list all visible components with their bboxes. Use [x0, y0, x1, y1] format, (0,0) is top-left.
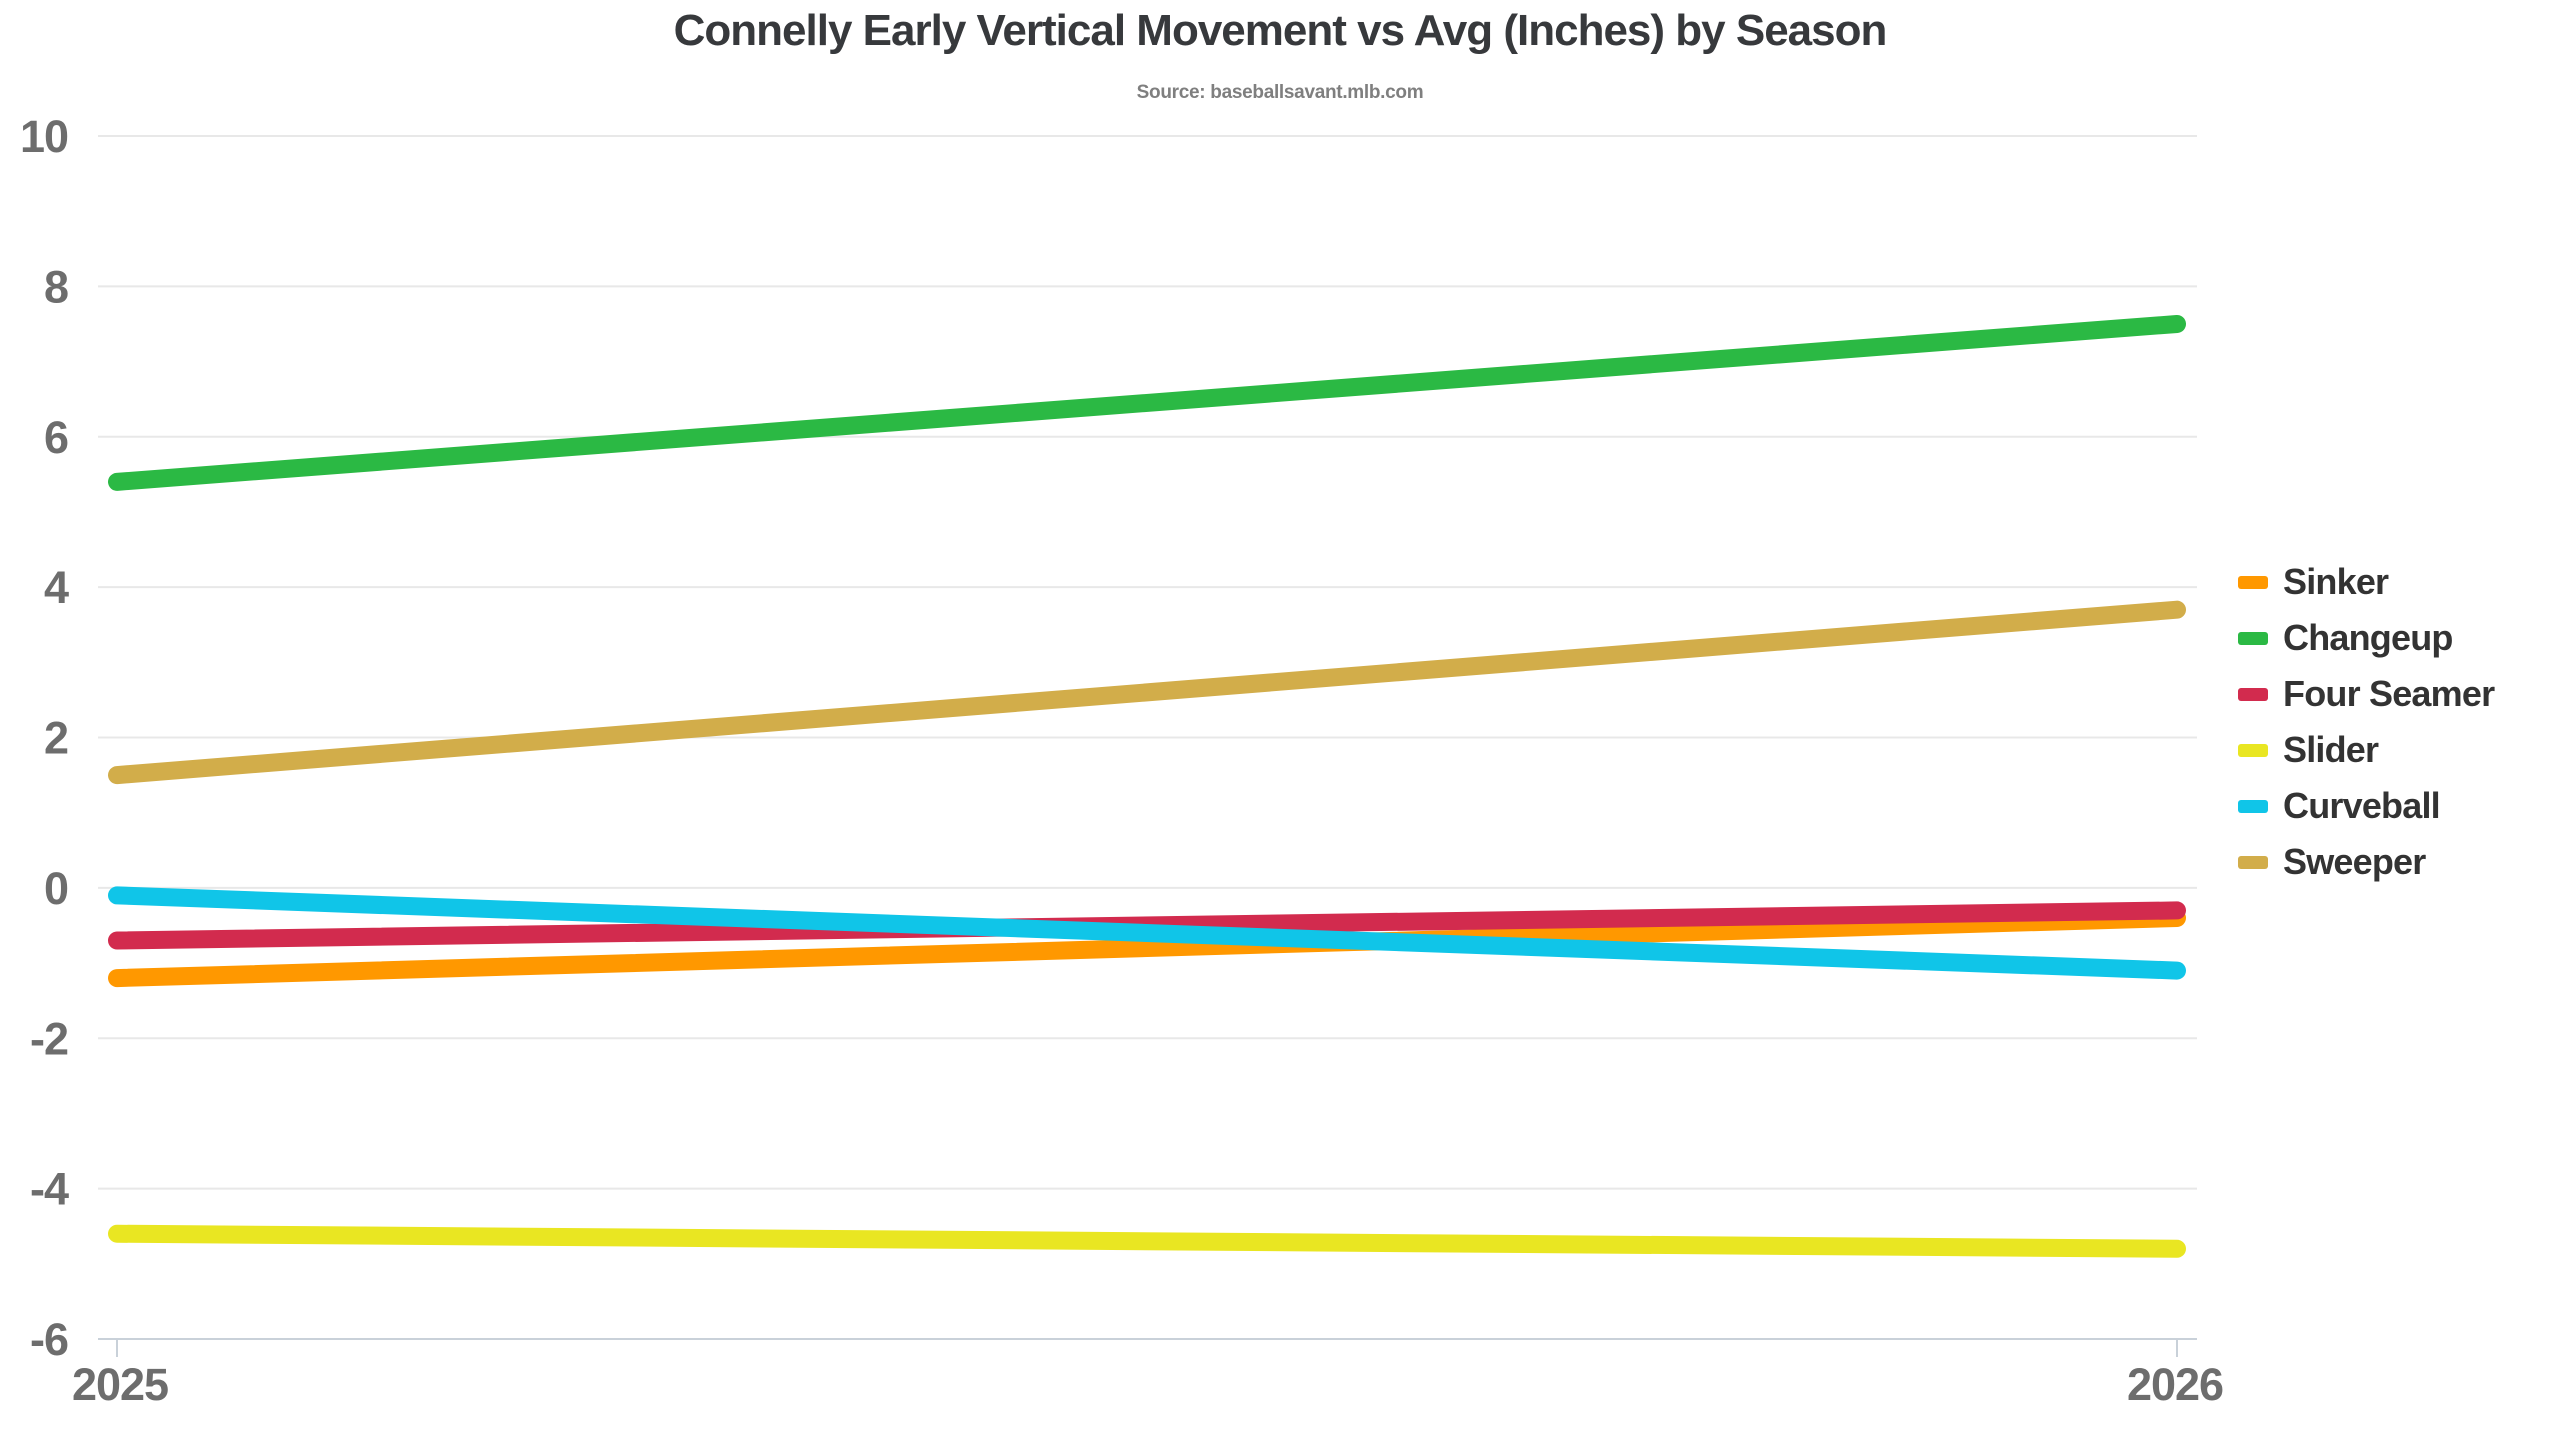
- legend-item-curveball: Curveball: [2238, 778, 2494, 834]
- chart-title: Connelly Early Vertical Movement vs Avg …: [673, 6, 1888, 55]
- x-tick-label: 2025: [72, 1359, 168, 1410]
- y-tick-label: -4: [30, 1164, 69, 1215]
- legend-item-sinker: Sinker: [2238, 554, 2494, 610]
- legend-swatch: [2238, 631, 2268, 645]
- chart-source: Source: baseballsavant.mlb.com: [1136, 82, 1424, 103]
- legend-label: Changeup: [2283, 617, 2453, 658]
- y-tick-label: 6: [44, 412, 68, 463]
- legend-label: Sweeper: [2283, 841, 2426, 882]
- y-tick-label: 0: [44, 863, 68, 914]
- y-tick-label: -6: [30, 1314, 68, 1365]
- legend-label: Four Seamer: [2283, 673, 2495, 714]
- legend-swatch: [2238, 575, 2268, 589]
- legend-item-slider: Slider: [2238, 722, 2494, 778]
- x-tick-label: 2026: [2127, 1359, 2223, 1410]
- legend-label: Slider: [2283, 729, 2379, 770]
- legend-label: Curveball: [2283, 785, 2441, 826]
- y-tick-label: 8: [44, 261, 68, 312]
- legend: Sinker Changeup Four Seamer Slider Curveball…: [2238, 554, 2495, 890]
- series-line-changeup: [108, 314, 2186, 491]
- legend-swatch: [2238, 743, 2268, 757]
- y-tick-label: 2: [44, 713, 68, 764]
- series-line-sinker: [108, 908, 2186, 988]
- legend-swatch: [2238, 855, 2268, 869]
- y-tick-label: 4: [44, 562, 69, 613]
- legend-label: Sinker: [2283, 561, 2389, 602]
- y-tick-label: -2: [30, 1013, 68, 1064]
- legend-item-sweeper: Sweeper: [2238, 834, 2494, 890]
- series-line-curveball: [108, 886, 2186, 980]
- series-line-sweeper: [108, 600, 2186, 785]
- legend-swatch: [2238, 799, 2268, 813]
- legend-swatch: [2238, 687, 2268, 701]
- series-line-slider: [108, 1224, 2186, 1258]
- legend-item-changeup: Changeup: [2238, 610, 2494, 666]
- legend-item-four-seamer: Four Seamer: [2238, 666, 2495, 722]
- y-tick-label: 10: [20, 111, 68, 162]
